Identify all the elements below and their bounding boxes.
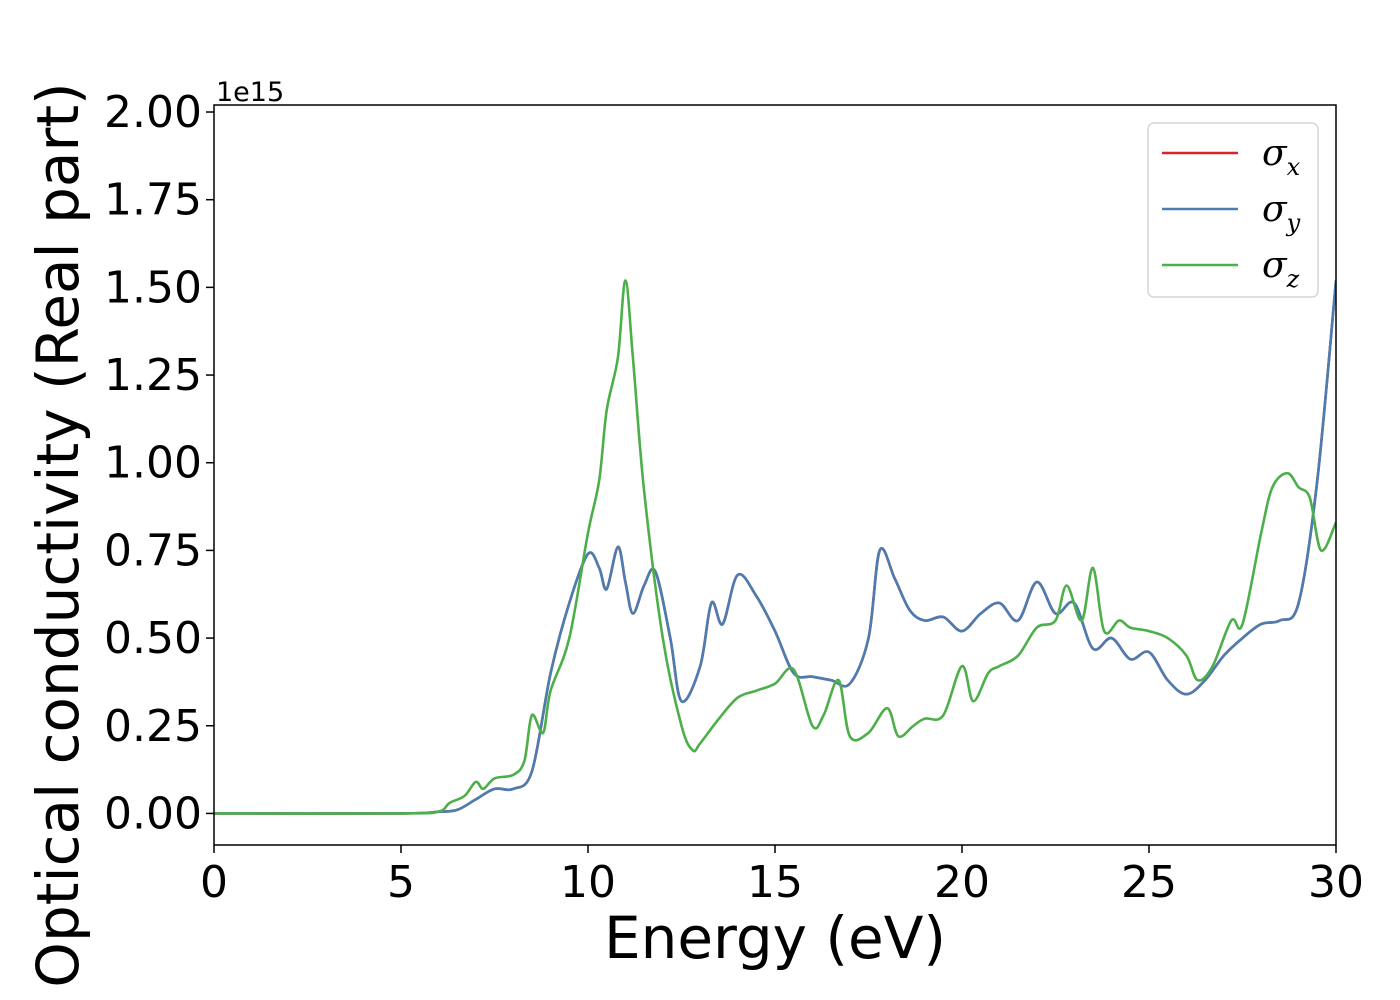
y-tick-label: 0.00: [104, 788, 202, 839]
y-tick-label: 2.00: [104, 87, 202, 138]
y-tick-label: 1.25: [104, 350, 202, 401]
x-tick-label: 0: [200, 857, 228, 908]
x-axis-label: Energy (eV): [604, 904, 946, 972]
y-tick-label: 0.25: [104, 701, 202, 752]
legend-label-sigma-z: σz: [1262, 245, 1300, 293]
x-tick-label: 30: [1308, 857, 1364, 908]
y-tick-label: 0.75: [104, 525, 202, 576]
series-line-sigma-z: [214, 279, 1336, 815]
x-tick-label: 15: [747, 857, 803, 908]
y-tick-label: 1.50: [104, 262, 202, 313]
series-layer: [214, 279, 1336, 815]
legend-label-subscript: y: [1286, 209, 1301, 237]
x-tick-label: 20: [934, 857, 990, 908]
legend-label-subscript: z: [1286, 265, 1300, 293]
y-axis-offset-label: 1e15: [216, 77, 284, 108]
y-tick-label: 1.00: [104, 438, 202, 489]
y-axis-label: Optical conductivity (Real part): [24, 82, 92, 987]
x-tick-label: 10: [560, 857, 616, 908]
x-tick-label: 25: [1121, 857, 1177, 908]
x-axis: 0 5 10 15 20 25 30: [200, 845, 1364, 908]
legend-label-symbol: σ: [1262, 133, 1288, 174]
legend-label-sigma-y: σy: [1262, 189, 1301, 237]
legend-label-subscript: x: [1287, 153, 1301, 181]
series-line-sigma-y: [214, 280, 1336, 815]
legend-label-symbol: σ: [1262, 189, 1288, 230]
x-tick-label: 5: [387, 857, 415, 908]
series-line-sigma-x: [214, 280, 1336, 815]
y-axis: 0.00 0.25 0.50 0.75 1.00 1.25 1.50 1.75 2.00: [104, 87, 214, 839]
legend-label-symbol: σ: [1262, 245, 1288, 286]
legend-label-sigma-x: σx: [1262, 133, 1301, 181]
y-tick-label: 1.75: [104, 175, 202, 226]
y-tick-label: 0.50: [104, 613, 202, 664]
